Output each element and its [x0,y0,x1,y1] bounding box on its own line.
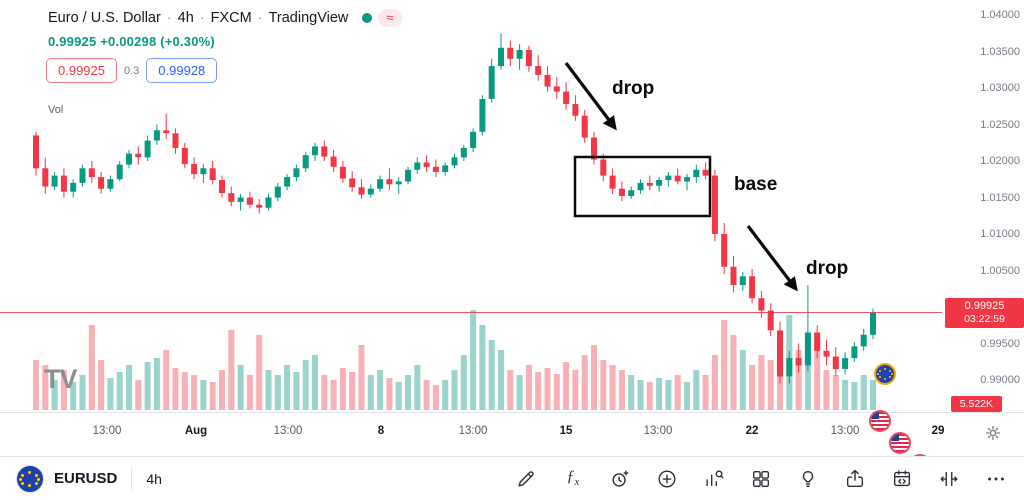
separator: · [199,10,205,26]
price-scale-label: 1.03000 [980,82,1020,94]
price-scale[interactable]: 0.99925 03:22:59 5.522K 1.04000 1.03500 1.… [940,0,1024,412]
time-axis[interactable]: 13:00 Aug 13:00 8 13:00 15 13:00 22 13:00 29 [0,412,1024,456]
candlestick-chart[interactable] [0,0,1024,412]
time-axis-label: Aug [184,425,208,437]
eur-flag-icon[interactable] [16,464,44,493]
price-scale-label: 1.04000 [980,9,1020,21]
lightbulb-icon[interactable] [796,467,820,491]
price-scale-label: 1.02500 [980,119,1020,131]
current-price-badge: 0.99925 03:22:59 [945,298,1024,328]
layout-grid-icon[interactable] [749,467,773,491]
annotation-drop-2: drop [806,258,849,279]
add-icon[interactable] [655,467,679,491]
price-scale-label: 1.01500 [980,192,1020,204]
time-axis-label: 13:00 [643,425,673,437]
drop-arrow-1 [564,62,617,131]
last-price: 0.99925 [48,34,97,49]
annotation-drop-1: drop [612,78,655,99]
eu-event-flag-icon[interactable] [874,363,896,385]
price-scale-label: 1.02000 [980,155,1020,167]
time-axis-label: 13:00 [92,425,122,437]
chart-settings-gear-icon[interactable] [984,424,1002,442]
divider [131,467,133,490]
volume-value-badge: 5.522K [950,396,1002,412]
bar-countdown: 03:22:59 [964,313,1005,325]
share-icon[interactable] [843,467,867,491]
spread-value: 0.3 [124,64,140,77]
chart-stats-icon[interactable] [702,467,726,491]
market-status-dot-icon [362,13,373,23]
quote-row: 0.99925 +0.00298 (+0.30%) [48,34,215,49]
us-event-flag-icon[interactable] [869,410,891,432]
time-axis-label: 13:00 [830,425,860,437]
drop-arrow-2 [746,225,798,292]
time-axis-label: 22 [745,425,759,437]
symbol-button[interactable]: EURUSD [54,470,118,487]
indicators-icon[interactable]: ƒx [566,468,580,489]
volume-indicator-label[interactable]: Vol [48,104,64,116]
symbol-header[interactable]: Euro / U.S. Dollar · 4h · FXCM · Trading… [48,9,402,27]
price-change-pct: (+0.30%) [160,34,215,49]
base-box [573,155,712,218]
sell-button[interactable]: 0.99925 [46,58,117,83]
volume-bars [33,310,876,410]
price-scale-label: 0.99000 [980,374,1020,386]
draw-icon[interactable] [514,467,538,491]
pattern-annotations [564,62,798,292]
price-scale-label: 0.99500 [980,338,1020,350]
time-axis-label: 13:00 [273,425,303,437]
exchange-label: FXCM [210,10,252,26]
delayed-data-badge[interactable]: ≈ [378,9,402,27]
us-event-flag-icon[interactable] [889,432,911,454]
price-scale-label: 1.00500 [980,265,1020,277]
alert-icon[interactable] [608,467,632,491]
separator: · [166,10,172,26]
platform-label: TradingView [268,10,349,26]
price-scale-label: 1.03500 [980,46,1020,58]
interval-button[interactable]: 4h [146,470,162,487]
symbol-title: Euro / U.S. Dollar [48,10,161,26]
compare-icon[interactable] [937,467,961,491]
toolbar-icons: ƒx [514,467,1008,491]
badge-price: 0.99925 [964,300,1005,312]
annotation-base: base [734,174,778,195]
time-axis-label: 8 [377,425,385,437]
buy-button[interactable]: 0.99928 [146,58,218,83]
interval-label: 4h [177,10,194,26]
price-change: +0.00298 [100,34,157,49]
more-icon[interactable] [984,467,1008,491]
price-scale-label: 1.01000 [980,228,1020,240]
separator: · [257,10,263,26]
time-axis-label: 15 [559,425,573,437]
go-to-date-icon[interactable] [890,467,914,491]
time-axis-label: 13:00 [458,425,488,437]
time-axis-label: 29 [931,425,945,437]
candles [33,33,876,384]
bid-ask-panel: 0.99925 0.3 0.99928 [46,58,218,83]
tradingview-watermark-logo: TV [44,364,78,394]
bottom-toolbar: EURUSD 4h ƒx [0,456,1024,500]
chart-area[interactable]: Euro / U.S. Dollar · 4h · FXCM · Trading… [0,0,1024,476]
